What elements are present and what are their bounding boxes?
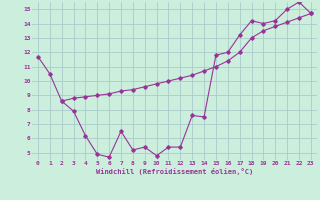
X-axis label: Windchill (Refroidissement éolien,°C): Windchill (Refroidissement éolien,°C) (96, 168, 253, 175)
